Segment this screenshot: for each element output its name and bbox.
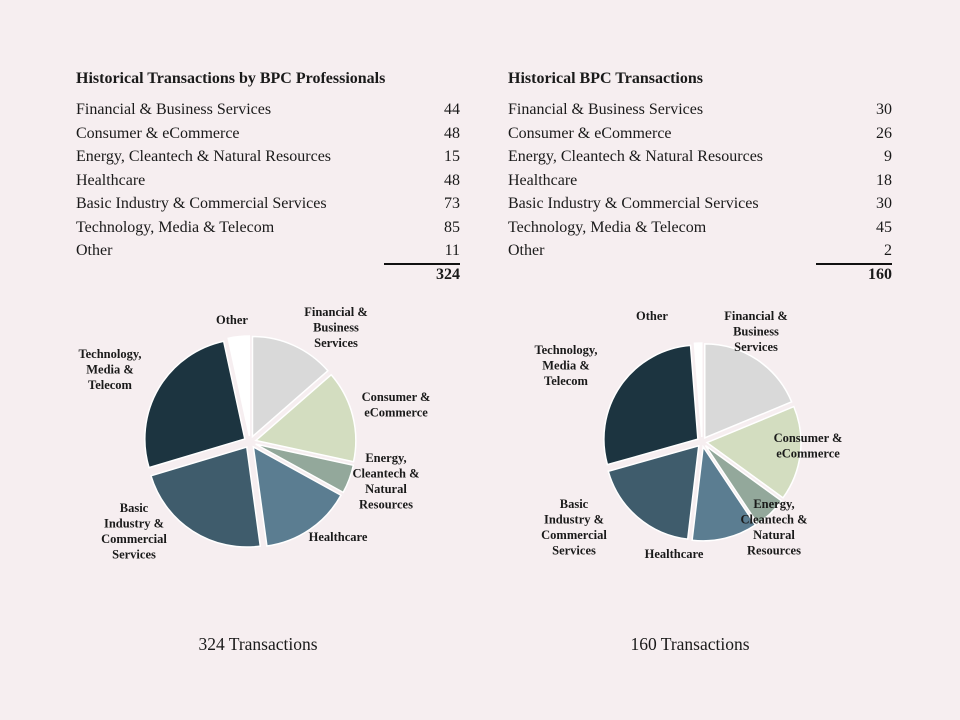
row-value: 85 <box>444 218 460 236</box>
row-value: 2 <box>884 242 892 259</box>
table-row: Basic Industry & Commercial Services 30 <box>508 192 892 216</box>
slice-label: Other <box>636 309 668 323</box>
pie-slice <box>704 444 783 525</box>
table-row: Technology, Media & Telecom 85 <box>76 216 460 240</box>
pie-chart-left: Financial & Business Services Consumer & eCo… <box>40 296 460 596</box>
row-value: 30 <box>876 195 892 212</box>
slice-label: Other <box>216 313 248 327</box>
total-value: 160 <box>868 265 892 283</box>
table-rows: Financial & Business Services 44 Consumer … <box>76 98 460 263</box>
slice-label: Basic Industry & Commercial Services <box>541 497 607 558</box>
slice-label: Healthcare <box>645 547 704 561</box>
row-value: 26 <box>876 124 892 142</box>
pie-slice <box>252 445 342 547</box>
table-row: Basic Industry & Commercial Services 73 <box>76 192 460 216</box>
row-value: 73 <box>444 195 460 212</box>
slice-label: Energy, Cleantech & Natural Resources <box>741 497 808 558</box>
table-row: Other 11 <box>76 239 460 263</box>
pie-slice <box>255 443 355 494</box>
table-row: Financial & Business Services 44 <box>76 98 460 122</box>
row-label: Financial & Business Services <box>508 101 704 118</box>
pie-slice <box>705 405 802 499</box>
total-rule <box>384 262 460 265</box>
table-row: Technology, Media & Telecom 45 <box>508 216 892 240</box>
table-row: Consumer & eCommerce 26 <box>508 122 892 146</box>
pie-slice <box>150 446 262 548</box>
row-value: 15 <box>444 148 460 165</box>
row-value: 48 <box>444 171 460 189</box>
slice-label: Consumer & eCommerce <box>362 390 431 420</box>
row-value: 18 <box>876 171 892 189</box>
pie-caption: 160 Transactions <box>630 634 750 654</box>
table-row: Consumer & eCommerce 48 <box>76 122 460 146</box>
row-label: Energy, Cleantech & Natural Resources <box>508 148 764 165</box>
pie-caption: 324 Transactions <box>198 634 318 654</box>
row-label: Healthcare <box>76 171 146 189</box>
pie-slice <box>704 343 793 439</box>
table-total: 160 <box>508 262 892 287</box>
pie-svg: Financial & Business Services Consumer & eCo… <box>78 305 431 562</box>
pie-slice <box>254 373 357 463</box>
pie-slice <box>227 335 251 437</box>
total-rule <box>816 262 892 265</box>
slice-label: Technology, Media & Telecom <box>534 343 597 388</box>
table-total: 324 <box>76 262 460 287</box>
pie-slice <box>607 444 700 540</box>
row-label: Financial & Business Services <box>76 101 272 118</box>
slice-label: Basic Industry & Commercial Services <box>101 501 167 562</box>
table-title: Historical Transactions by BPC Professio… <box>76 70 386 87</box>
pie-slice <box>251 335 329 439</box>
row-value: 44 <box>444 101 460 118</box>
table-row: Financial & Business Services 30 <box>508 98 892 122</box>
row-label: Consumer & eCommerce <box>508 124 672 142</box>
row-label: Healthcare <box>508 171 578 189</box>
table-row: Energy, Cleantech & Natural Resources 9 <box>508 145 892 169</box>
slice-label: Financial & Business Services <box>304 305 368 350</box>
row-label: Technology, Media & Telecom <box>508 218 707 236</box>
pie-slice <box>603 344 699 466</box>
pie-slice <box>691 444 757 542</box>
row-value: 30 <box>876 101 892 118</box>
slice-label: Consumer & eCommerce <box>774 431 843 461</box>
row-label: Other <box>508 242 545 259</box>
row-value: 45 <box>876 218 892 236</box>
pie-slice <box>144 340 246 469</box>
row-value: 11 <box>444 242 460 259</box>
row-label: Technology, Media & Telecom <box>76 218 275 236</box>
pie-slice <box>693 342 703 438</box>
table-rows: Financial & Business Services 30 Consumer … <box>508 98 892 263</box>
row-value: 9 <box>884 148 892 165</box>
total-value: 324 <box>436 265 460 283</box>
pie-chart-right: Financial & Business Services Consumer & eCo… <box>494 296 914 596</box>
table-title: Historical BPC Transactions <box>508 70 703 87</box>
row-label: Basic Industry & Commercial Services <box>508 195 759 212</box>
row-label: Other <box>76 242 113 259</box>
pie-svg: Financial & Business Services Consumer & eCo… <box>534 309 843 561</box>
row-value: 48 <box>444 124 460 142</box>
table-left: Historical Transactions by BPC Professio… <box>76 66 460 287</box>
table-row: Healthcare 18 <box>508 169 892 193</box>
row-label: Basic Industry & Commercial Services <box>76 195 327 212</box>
slice-label: Technology, Media & Telecom <box>78 347 141 392</box>
slice-label: Financial & Business Services <box>724 309 788 354</box>
row-label: Consumer & eCommerce <box>76 124 240 142</box>
row-label: Energy, Cleantech & Natural Resources <box>76 148 332 165</box>
table-row: Healthcare 48 <box>76 169 460 193</box>
slice-label: Energy, Cleantech & Natural Resources <box>353 451 420 512</box>
table-row: Other 2 <box>508 239 892 263</box>
table-right: Historical BPC Transactions Financial & … <box>508 66 892 287</box>
table-row: Energy, Cleantech & Natural Resources 15 <box>76 145 460 169</box>
slice-label: Healthcare <box>309 530 368 544</box>
